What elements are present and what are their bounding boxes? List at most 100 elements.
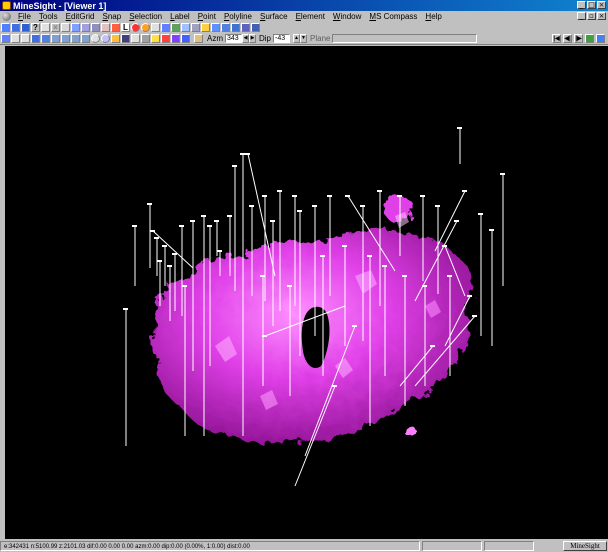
colors-icon[interactable] (161, 34, 170, 43)
menu-editgrid[interactable]: EditGrid (65, 12, 95, 21)
menu-help[interactable]: Help (425, 12, 442, 21)
doc-close-icon[interactable]: × (597, 12, 606, 20)
arrange-icon[interactable] (251, 23, 260, 32)
azimuth-input[interactable] (225, 34, 242, 43)
redraw-icon[interactable] (111, 34, 120, 43)
azimuth-spinner[interactable]: ◀ ▶ (242, 34, 256, 43)
polyline-icon[interactable] (151, 23, 160, 32)
minimize-icon[interactable]: _ (577, 1, 586, 9)
menu-tools[interactable]: Tools (38, 12, 58, 21)
label-icon[interactable]: L (121, 23, 130, 32)
drillhole[interactable] (414, 220, 458, 302)
surface-highlights (215, 212, 441, 410)
menu-file[interactable]: File (18, 12, 31, 21)
zoom-out-icon[interactable] (21, 34, 30, 43)
collar-marker (342, 245, 347, 247)
help-icon[interactable]: ? (31, 23, 40, 32)
plane-settings-icon[interactable] (585, 34, 594, 43)
drillhole-traces[interactable] (125, 128, 504, 487)
drillhole[interactable] (247, 153, 276, 277)
menu-surface[interactable]: Surface (259, 12, 288, 21)
zoom-in-icon[interactable] (11, 34, 20, 43)
grid-view-icon[interactable] (191, 23, 200, 32)
doc-minimize-icon[interactable]: _ (577, 12, 586, 20)
close-icon[interactable]: × (597, 1, 606, 9)
wireframe-icon[interactable] (131, 34, 140, 43)
new-icon[interactable] (1, 23, 10, 32)
menu-selection[interactable]: Selection (129, 12, 163, 21)
viewer-3d[interactable] (5, 46, 608, 539)
drillhole[interactable] (304, 325, 356, 457)
menu-snap[interactable]: Snap (102, 12, 122, 21)
open-icon[interactable] (11, 23, 20, 32)
plane-input[interactable] (332, 34, 478, 43)
element-icon[interactable] (201, 23, 210, 32)
doc-restore-icon[interactable]: ▫ (587, 12, 596, 20)
menu-element[interactable]: Element (295, 12, 325, 21)
maximize-icon[interactable]: □ (587, 1, 596, 9)
refresh-icon[interactable] (181, 34, 190, 43)
menu-polyline[interactable]: Polyline (223, 12, 252, 21)
point-icon[interactable] (131, 23, 140, 32)
drillhole[interactable] (347, 195, 396, 272)
azimuth-label: Azm (207, 34, 223, 43)
palette-icon[interactable] (171, 34, 180, 43)
shade-icon[interactable] (121, 34, 130, 43)
select-icon[interactable] (41, 23, 50, 32)
no-select-icon[interactable] (141, 23, 150, 32)
dip-spinner[interactable]: ▲ ▼ (293, 34, 308, 43)
window-icon[interactable] (231, 23, 240, 32)
surface-icon[interactable] (161, 23, 170, 32)
plane-color-icon[interactable] (596, 34, 605, 43)
plane-prev-icon[interactable]: ◀| (563, 34, 572, 43)
collar-marker (332, 385, 337, 387)
drillhole[interactable] (399, 345, 434, 387)
collar-marker (179, 225, 184, 227)
drillhole[interactable] (264, 305, 346, 337)
snap-icon[interactable] (91, 23, 100, 32)
tile-icon[interactable] (211, 23, 220, 32)
drillhole[interactable] (444, 295, 471, 347)
delete-icon[interactable]: × (51, 23, 60, 32)
image-icon[interactable] (81, 23, 90, 32)
view-3d-icon[interactable] (81, 34, 90, 43)
properties-icon[interactable] (61, 23, 70, 32)
grid-edit-icon[interactable] (71, 23, 80, 32)
drillhole[interactable] (434, 190, 466, 252)
pencil-icon[interactable] (101, 23, 110, 32)
collar-marker (472, 315, 477, 317)
document-icon[interactable] (2, 12, 11, 21)
view-front-icon[interactable] (71, 34, 80, 43)
viewer-canvas[interactable] (5, 46, 608, 539)
save-icon[interactable] (21, 23, 30, 32)
zoom-icon[interactable] (1, 34, 10, 43)
link-icon[interactable] (111, 23, 120, 32)
drillhole[interactable] (294, 385, 336, 487)
plane-next-icon[interactable]: |▶ (574, 34, 583, 43)
drillhole[interactable] (444, 245, 466, 297)
menu-ms-compass[interactable]: MS Compass (369, 12, 418, 21)
menu-point[interactable]: Point (197, 12, 216, 21)
collar-marker (162, 245, 167, 247)
pan-icon[interactable] (31, 34, 40, 43)
dip-input[interactable] (273, 34, 291, 43)
drillhole[interactable] (152, 230, 194, 269)
cascade-icon[interactable] (221, 23, 230, 32)
target-icon[interactable] (91, 34, 100, 43)
globe-icon[interactable] (101, 34, 110, 43)
app-icon[interactable] (2, 1, 11, 10)
compass-icon[interactable] (241, 23, 250, 32)
section-icon[interactable] (141, 34, 150, 43)
light-icon[interactable] (151, 34, 160, 43)
view-side-icon[interactable] (61, 34, 70, 43)
menu-label[interactable]: Label (170, 12, 190, 21)
menu-window[interactable]: Window (332, 12, 362, 21)
grid-icon[interactable] (171, 23, 180, 32)
view-top-icon[interactable] (51, 34, 60, 43)
plane-label: Plane (310, 34, 331, 43)
rotate-icon[interactable] (41, 34, 50, 43)
plane-first-icon[interactable]: |◀ (552, 34, 561, 43)
pencil-draw-icon[interactable] (194, 34, 203, 43)
drillhole[interactable] (414, 315, 476, 387)
table-icon[interactable] (181, 23, 190, 32)
